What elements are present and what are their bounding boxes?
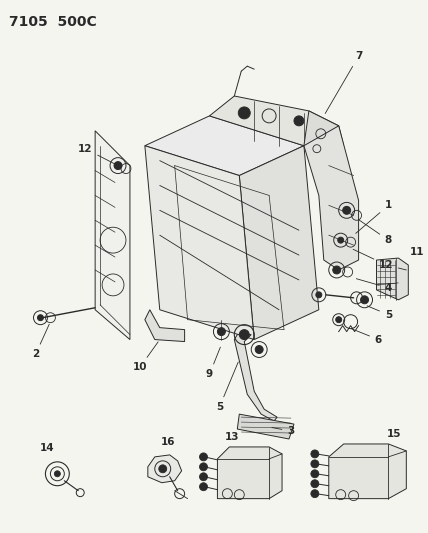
Polygon shape <box>304 111 344 156</box>
Circle shape <box>311 470 319 478</box>
Text: 14: 14 <box>40 443 55 453</box>
Circle shape <box>294 116 304 126</box>
Circle shape <box>159 465 167 473</box>
Text: 1: 1 <box>356 200 392 233</box>
Polygon shape <box>304 126 359 270</box>
Circle shape <box>338 237 344 243</box>
Circle shape <box>336 317 342 322</box>
Polygon shape <box>209 96 339 156</box>
Circle shape <box>311 460 319 468</box>
Circle shape <box>311 450 319 458</box>
Circle shape <box>199 453 208 461</box>
Circle shape <box>238 107 250 119</box>
Circle shape <box>316 292 322 298</box>
Text: 10: 10 <box>133 342 158 373</box>
Text: 13: 13 <box>225 432 240 442</box>
Text: 9: 9 <box>206 347 220 379</box>
Polygon shape <box>329 444 406 499</box>
Polygon shape <box>95 131 130 340</box>
Circle shape <box>199 473 208 481</box>
Text: 12: 12 <box>353 249 394 270</box>
Polygon shape <box>377 258 408 300</box>
Polygon shape <box>145 146 254 340</box>
Text: 12: 12 <box>78 144 116 164</box>
Text: 16: 16 <box>160 437 175 447</box>
Text: 15: 15 <box>387 429 401 439</box>
Circle shape <box>311 480 319 488</box>
Polygon shape <box>237 414 294 439</box>
Polygon shape <box>239 146 319 340</box>
Circle shape <box>199 483 208 491</box>
Circle shape <box>333 266 341 274</box>
Circle shape <box>217 328 226 336</box>
Text: 2: 2 <box>32 324 49 359</box>
Text: 7105  500C: 7105 500C <box>9 15 96 29</box>
Circle shape <box>114 161 122 169</box>
Circle shape <box>255 345 263 353</box>
Circle shape <box>54 471 60 477</box>
Text: 8: 8 <box>359 220 392 245</box>
Polygon shape <box>217 447 282 499</box>
Polygon shape <box>145 116 304 175</box>
Polygon shape <box>234 335 277 421</box>
Text: 11: 11 <box>410 247 425 257</box>
Circle shape <box>199 463 208 471</box>
Text: 3: 3 <box>272 426 294 436</box>
Text: 5: 5 <box>216 362 238 412</box>
Text: 4: 4 <box>356 279 392 293</box>
Polygon shape <box>145 310 184 342</box>
Polygon shape <box>148 455 181 483</box>
Circle shape <box>343 206 351 214</box>
Circle shape <box>38 314 44 321</box>
Text: 7: 7 <box>325 51 362 114</box>
Circle shape <box>360 296 369 304</box>
Text: 5: 5 <box>367 306 392 320</box>
Circle shape <box>311 490 319 498</box>
Circle shape <box>239 329 249 340</box>
Text: 6: 6 <box>351 329 382 344</box>
